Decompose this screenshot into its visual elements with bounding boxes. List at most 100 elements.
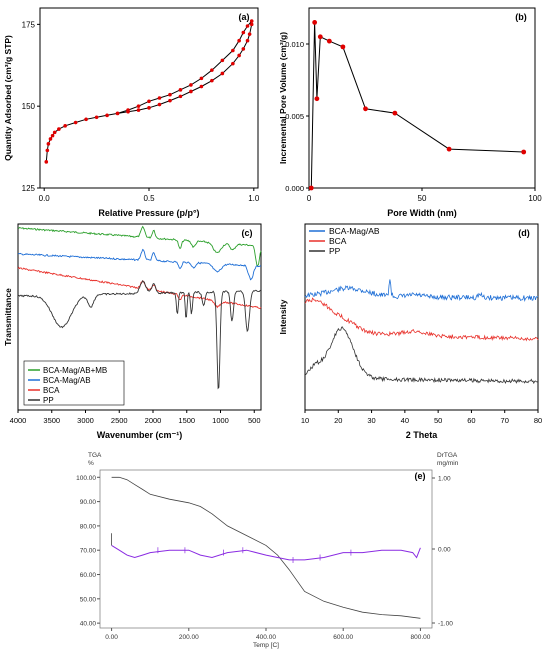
isotherm-point — [52, 130, 57, 135]
isotherm-point — [199, 84, 204, 89]
xrd-series-line — [304, 279, 539, 302]
isotherm-line — [117, 20, 253, 114]
isotherm-point — [147, 106, 151, 110]
x-tick-label: 30 — [367, 416, 375, 425]
isotherm-point — [46, 142, 51, 146]
x-tick-label: 1500 — [178, 416, 195, 425]
isotherm-point — [249, 19, 254, 23]
right-axis-unit: mg/min — [437, 460, 459, 467]
y-tick-label: 100.00 — [76, 475, 96, 482]
x-tick-label: 50 — [434, 416, 442, 425]
left-axis-unit: TGA — [88, 452, 102, 459]
isotherm-point — [73, 120, 78, 125]
pore-point — [314, 96, 320, 102]
isotherm-point — [45, 148, 50, 153]
plot-frame — [304, 223, 539, 411]
isotherm-point — [157, 102, 162, 107]
isotherm-point — [178, 88, 183, 92]
x-tick-label: 2000 — [145, 416, 162, 425]
x-tick-label: 0.5 — [143, 194, 155, 203]
isotherm-point — [189, 83, 193, 87]
pore-point — [446, 146, 452, 152]
isotherm-point — [126, 108, 130, 112]
x-tick-label: 70 — [501, 416, 509, 425]
panel-c: 4000 3500 3000 2500 2000 1500 1000 500 Wavenumbe… — [0, 218, 275, 448]
isotherm-point — [220, 58, 225, 63]
isotherm-point — [136, 104, 141, 108]
plot-frame — [17, 223, 262, 411]
isotherm-point — [247, 32, 252, 36]
isotherm-point — [245, 24, 250, 28]
pore-point — [392, 110, 398, 116]
x-tick-label: 400.00 — [256, 634, 276, 641]
panel-label: (c) — [242, 228, 253, 238]
x-tick-label: 600.00 — [333, 634, 353, 641]
tga-curve — [111, 476, 421, 619]
isotherm-point — [178, 94, 183, 99]
ftir-series-line — [17, 248, 262, 281]
x-tick-label: 3000 — [77, 416, 94, 425]
x-axis-label: Relative Pressure (p/p°) — [98, 208, 199, 218]
isotherm-point — [115, 111, 120, 116]
panel-e: 0.00 200.00 400.00 600.00 800.00 40.00 50.00 60… — [0, 448, 550, 654]
isotherm-point — [168, 92, 172, 97]
right-axis-unit: DrTGA — [437, 452, 458, 459]
right-tick-label: -1.00 — [438, 621, 453, 628]
legend-entry: BCA — [43, 386, 60, 395]
chart-a: 0.0 0.5 1.0 125 150 175 Relative Pressure (p/p… — [3, 7, 260, 218]
panel-label: (a) — [239, 12, 250, 22]
x-axis-label: Wavenumber (cm⁻¹) — [97, 430, 182, 440]
y-tick-label: 150 — [22, 102, 36, 111]
isotherm-point — [136, 108, 141, 112]
pore-point — [326, 38, 332, 44]
x-tick-label: 2500 — [111, 416, 128, 425]
legend-box — [23, 360, 125, 406]
panel-b: 0 50 100 0.000 0.005 0.010 Pore Width (nm) Incr… — [275, 0, 550, 218]
isotherm-point — [94, 115, 99, 120]
x-tick-label: 10 — [301, 416, 309, 425]
y-axis-label: Incremental Pore Volume (cm³/g) — [278, 32, 288, 164]
y-tick-label: 90.00 — [80, 499, 97, 506]
x-tick-label: 4000 — [10, 416, 27, 425]
chart-d: 10 20 30 40 50 60 70 80 2 Theta Intensity (d) BCA-M… — [278, 223, 542, 440]
y-axis-label: Transmittance — [3, 288, 13, 346]
pore-point — [308, 185, 314, 191]
y-axis-label: Quantity Adsorbed (cm³/g STP) — [3, 35, 13, 161]
panel-label: (b) — [515, 12, 527, 22]
legend-entry: BCA-Mag/AB — [43, 376, 91, 385]
ftir-series-line — [17, 280, 262, 390]
y-tick-label: 70.00 — [80, 548, 97, 555]
x-axis-label: Temp [C] — [253, 642, 279, 649]
x-tick-label: 80 — [534, 416, 542, 425]
isotherm-point — [231, 48, 235, 53]
xrd-series-line — [304, 326, 539, 385]
panel-a: 0.0 0.5 1.0 125 150 175 Relative Pressure (p/p… — [0, 0, 275, 218]
panel-label: (d) — [518, 228, 530, 238]
isotherm-point — [63, 124, 67, 128]
isotherm-point — [241, 30, 246, 35]
x-tick-label: 50 — [418, 194, 427, 203]
y-tick-label: 50.00 — [80, 596, 97, 603]
legend-entry: BCA — [329, 236, 347, 246]
y-tick-label: 0.010 — [285, 40, 304, 49]
pore-point — [317, 34, 323, 40]
panel-d: 10 20 30 40 50 60 70 80 2 Theta Intensity (d) BCA-M… — [275, 218, 550, 448]
isotherm-line — [45, 24, 253, 162]
y-tick-label: 80.00 — [80, 523, 97, 530]
left-axis-unit: % — [88, 460, 94, 467]
y-axis-label: Intensity — [278, 299, 288, 334]
isotherm-point — [199, 76, 204, 81]
pore-line — [310, 22, 524, 189]
right-tick-label: 1.00 — [438, 476, 451, 483]
isotherm-point — [84, 117, 88, 122]
isotherm-point — [237, 53, 241, 58]
y-tick-label: 0.005 — [285, 112, 304, 121]
pore-point — [521, 149, 527, 155]
panel-label: (e) — [415, 471, 426, 481]
isotherm-point — [157, 96, 162, 100]
isotherm-point — [231, 61, 235, 66]
plot-frame — [39, 7, 259, 189]
isotherm-point — [220, 71, 225, 76]
legend-entry: BCA-Mag/AB — [329, 226, 380, 236]
x-tick-label: 0 — [307, 194, 312, 203]
